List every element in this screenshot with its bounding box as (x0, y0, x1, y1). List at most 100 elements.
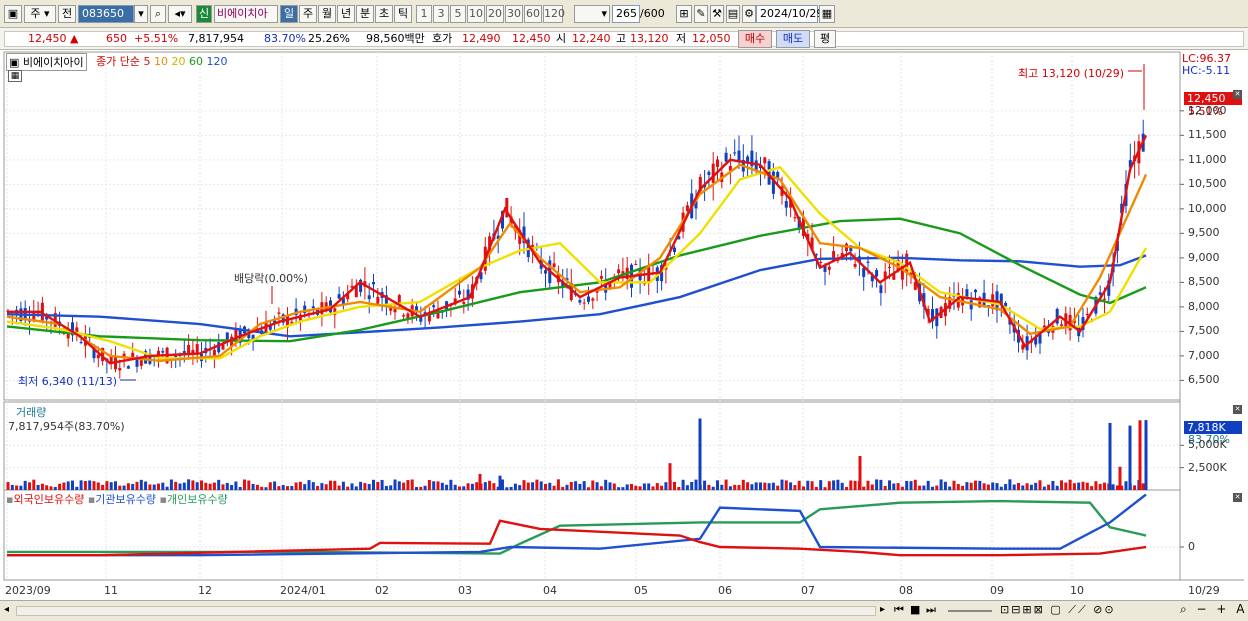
date-input[interactable]: 2024/10/29 (756, 5, 823, 23)
volume-bar (268, 482, 272, 490)
candle-body (685, 205, 689, 212)
volume-bar (440, 482, 444, 490)
holdings-legend-2[interactable]: ▪개인보유수량 (159, 493, 228, 506)
volume-bar (926, 480, 930, 490)
volume-bar (531, 482, 535, 490)
volume-bar (836, 479, 840, 490)
zoom-slider[interactable] (948, 610, 992, 612)
search-icon[interactable]: ⌕ (150, 5, 166, 23)
chart-canvas[interactable] (0, 50, 1248, 603)
chart-toggle-icon[interactable]: ▣ (9, 56, 20, 69)
buy-button[interactable]: 매수 (738, 30, 772, 48)
lc-label: LC:96.37 (1182, 52, 1232, 65)
ma-legend-20[interactable]: 20 (167, 55, 186, 68)
ma-legend-60[interactable]: 60 (185, 55, 203, 68)
scroll-left-icon[interactable]: ◂ (4, 604, 10, 615)
holdings-legend-0[interactable]: ▪외국인보유수량 (6, 493, 88, 506)
candle-body (621, 271, 625, 276)
period-tab-1[interactable]: 주 (299, 5, 317, 23)
volume-bar (406, 480, 410, 490)
save-icon[interactable]: ▤ (726, 5, 740, 23)
ma-legend-120[interactable]: 120 (202, 55, 228, 68)
volume-bar (1103, 482, 1106, 490)
period-tab-6[interactable]: 틱 (394, 5, 412, 23)
candle-body (101, 347, 105, 362)
market-select[interactable]: 주 ▾ (24, 5, 56, 23)
custom-interval-select[interactable]: ▾ (574, 5, 610, 23)
sell-button[interactable]: 매도 (776, 30, 810, 48)
volume-bar-peak (1128, 425, 1132, 490)
holdings-close-icon[interactable]: ✕ (1233, 493, 1242, 502)
volume-bar (83, 481, 87, 490)
rewind-icon[interactable]: ⏮ (894, 603, 904, 616)
candle-body (466, 289, 470, 300)
candle-body (926, 308, 930, 316)
candle-body (948, 297, 952, 309)
interval-tab-120[interactable]: 120 (543, 5, 565, 23)
period-tab-4[interactable]: 분 (356, 5, 374, 23)
count-input[interactable]: 265 (612, 5, 640, 23)
interval-tab-20[interactable]: 20 (486, 5, 504, 23)
volume-bar (720, 484, 724, 490)
interval-tab-1[interactable]: 1 (416, 5, 432, 23)
volume-bar (888, 480, 891, 490)
stop-icon[interactable]: ■ (910, 603, 921, 616)
code-dropdown-button[interactable]: ▾ (134, 5, 148, 23)
volume-bar (341, 481, 345, 490)
candle-body (182, 351, 186, 355)
gear-icon[interactable]: ⚙ (742, 5, 756, 23)
candle-body (337, 294, 341, 299)
scroll-track[interactable] (16, 606, 876, 616)
volume-bar (621, 487, 625, 490)
calendar-icon[interactable]: ▦ (819, 5, 835, 23)
ma-legend-5[interactable]: 5 (143, 55, 151, 68)
volume-bar (337, 485, 341, 490)
volume-close-icon[interactable]: ✕ (1233, 405, 1242, 414)
volume-bar (53, 487, 57, 490)
tools-icon[interactable]: ⚒ (710, 5, 724, 23)
view-tools-icon[interactable]: ⊡⊟⊞⊠ ▢ ⟋⟋ ⊘⊙ (1000, 603, 1116, 616)
price-tick-label: 9,000 (1188, 250, 1220, 264)
volume-bar (991, 482, 995, 490)
volume-bar (513, 483, 517, 490)
volume-bar (754, 482, 758, 490)
stock-code-input[interactable]: 083650 (78, 5, 134, 23)
volume-bar (260, 486, 264, 490)
ma-legend-10[interactable]: 10 (150, 55, 168, 68)
candle-body (419, 317, 423, 322)
chart-area[interactable]: ▣ 비에이치아이 종가 단순 5 10 20 60 120 ▦ LC:96.37… (0, 50, 1248, 603)
layout-icon[interactable]: ▣ (4, 5, 22, 23)
scroll-right-icon[interactable]: ▸ (880, 604, 886, 615)
eval-button[interactable]: 평 (814, 30, 836, 48)
candle-body (832, 251, 836, 261)
interval-tab-3[interactable]: 3 (433, 5, 449, 23)
compare-icon[interactable]: ⊞ (676, 5, 692, 23)
volume-bar (518, 485, 522, 490)
period-tab-5[interactable]: 초 (375, 5, 393, 23)
volume-bar-peak (1138, 420, 1142, 490)
bottom-scrollbar[interactable]: ◂ ▸ ⏮ ■ ⏭ ⊡⊟⊞⊠ ▢ ⟋⟋ ⊘⊙ ⌕ − + A (0, 600, 1248, 621)
interval-tab-10[interactable]: 10 (467, 5, 485, 23)
volume-bar (221, 484, 225, 490)
candle-body (569, 283, 573, 301)
interval-tab-30[interactable]: 30 (505, 5, 523, 23)
volume-bar (1012, 484, 1016, 490)
price-close-icon[interactable]: ✕ (1233, 90, 1242, 99)
zoom-icons[interactable]: ⌕ − + A (1180, 602, 1248, 616)
candle-body (509, 216, 513, 226)
interval-tab-60[interactable]: 60 (524, 5, 542, 23)
period-tab-2[interactable]: 월 (318, 5, 336, 23)
speaker-icon[interactable]: ◂▾ (168, 5, 192, 23)
interval-tab-5[interactable]: 5 (450, 5, 466, 23)
indicator-icon[interactable]: ▦ (8, 70, 22, 82)
price-pane-title[interactable]: ▣ 비에이치아이 (6, 53, 87, 71)
period-tab-0[interactable]: 일 (280, 5, 298, 23)
volume-bar (475, 482, 479, 490)
forward-icon[interactable]: ⏭ (926, 603, 936, 616)
volume-bar (191, 480, 195, 490)
period-tab-3[interactable]: 년 (337, 5, 355, 23)
prev-button[interactable]: 전 (58, 5, 76, 23)
candle-body (333, 308, 337, 315)
holdings-legend-1[interactable]: ▪기관보유수량 (87, 493, 160, 506)
draw-tools-icon[interactable]: ✎ (694, 5, 708, 23)
